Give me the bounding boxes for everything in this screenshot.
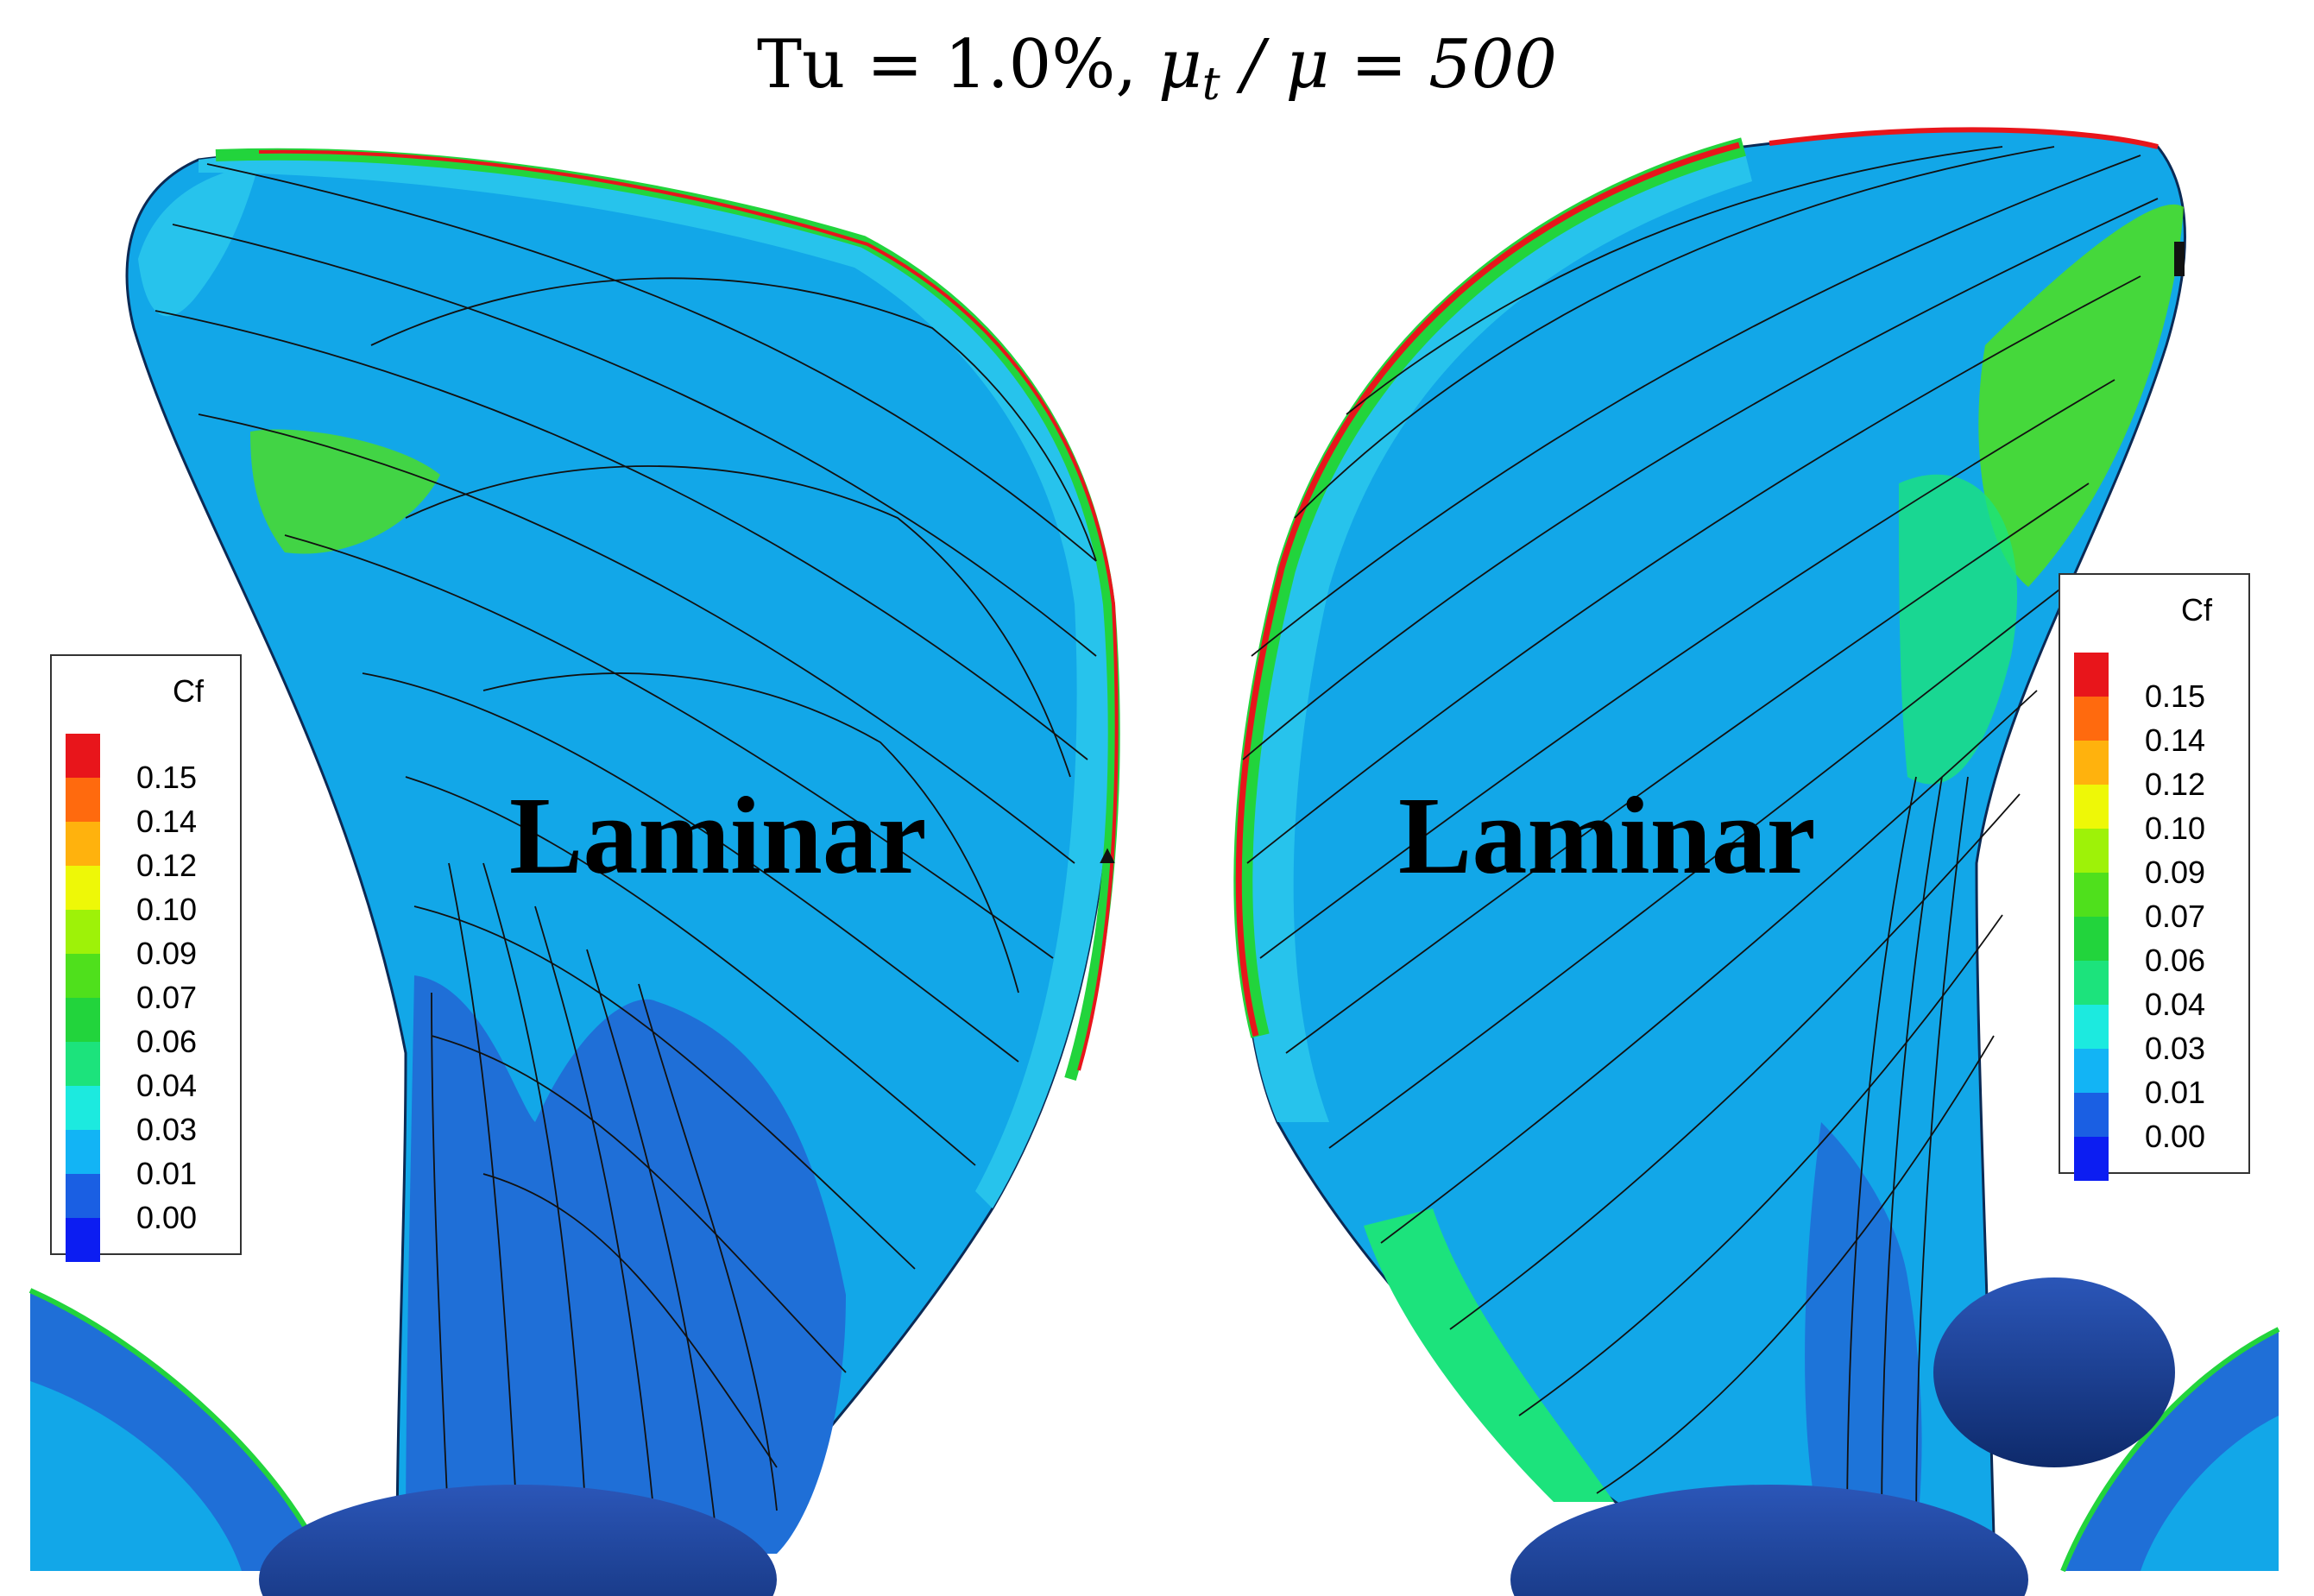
legend-swatch — [2074, 1005, 2109, 1049]
svg-text:▲: ▲ — [1094, 841, 1120, 869]
title-lhs: Tu = 1.0%, — [757, 26, 1138, 104]
title-sub: t — [1201, 59, 1220, 110]
legend-swatch — [66, 998, 100, 1042]
legend-value: 0.09 — [2145, 855, 2206, 890]
legend-swatch — [66, 1174, 100, 1218]
left-laminar-label: Laminar — [509, 774, 927, 897]
left-blade: ▲ — [125, 148, 1120, 1555]
legend-swatch — [2074, 697, 2109, 741]
legend-title: Cf — [173, 673, 204, 709]
legend-value: 0.15 — [2145, 678, 2206, 714]
legend-value: 0.00 — [2145, 1119, 2206, 1154]
legend-swatch — [2074, 829, 2109, 873]
legend-swatch — [66, 1218, 100, 1262]
left-streamlines — [154, 163, 1097, 1537]
legend-value: 0.01 — [136, 1156, 198, 1191]
legend-swatch — [2074, 1093, 2109, 1137]
legend-swatch — [66, 954, 100, 998]
title-mu: μ — [1157, 26, 1202, 104]
hub-right — [1510, 1277, 2175, 1596]
right-laminar-label: Laminar — [1398, 774, 1816, 897]
hub-left — [259, 1485, 777, 1596]
legend-swatch — [2074, 873, 2109, 917]
legend-value: 0.04 — [136, 1068, 198, 1103]
legend-title: Cf — [2181, 592, 2212, 628]
legend-value: 0.03 — [2145, 1031, 2206, 1066]
legend-swatch — [66, 866, 100, 910]
legend-value: 0.12 — [2145, 766, 2206, 802]
legend-value: 0.07 — [136, 980, 198, 1015]
legend-swatch — [2074, 917, 2109, 961]
legend-swatch — [2074, 1049, 2109, 1093]
cf-legend-right: Cf 0.15 0.14 0.12 0.10 0.09 0.07 0.06 0.04 0.03 0… — [2059, 573, 2250, 1181]
background-blade-left — [28, 1288, 331, 1573]
background-blade-right — [2060, 1327, 2280, 1573]
legend-swatch — [2074, 741, 2109, 785]
legend-value: 0.06 — [2145, 943, 2206, 978]
cf-legend-left: Cf 0.15 0.14 0.12 0.10 0.09 0.07 0.06 0.04 0.03 0… — [50, 654, 242, 1262]
legend-value: 0.14 — [136, 804, 198, 839]
legend-swatch — [66, 1086, 100, 1130]
legend-swatch — [66, 778, 100, 822]
legend-swatch — [66, 822, 100, 866]
legend-value: 0.01 — [2145, 1075, 2206, 1110]
legend-value: 0.14 — [2145, 722, 2206, 758]
figure-title: Tu = 1.0%, μt / μ = 500 — [0, 26, 2314, 110]
legend-swatch — [66, 1042, 100, 1086]
legend-value: 0.12 — [136, 848, 198, 883]
legend-value: 0.06 — [136, 1024, 198, 1059]
legend-swatch — [66, 734, 100, 778]
legend-value: 0.03 — [136, 1112, 198, 1147]
legend-swatch — [66, 1130, 100, 1174]
legend-value: 0.10 — [136, 892, 198, 927]
legend-swatch — [2074, 961, 2109, 1005]
right-blade — [1233, 127, 2186, 1538]
legend-value: 0.07 — [2145, 899, 2206, 934]
legend-value: 0.04 — [2145, 987, 2206, 1022]
legend-value: 0.10 — [2145, 811, 2206, 846]
legend-swatch — [66, 910, 100, 954]
legend-swatch — [2074, 653, 2109, 697]
legend-value: 0.15 — [136, 760, 198, 795]
legend-value: 0.00 — [136, 1200, 198, 1235]
legend-swatch — [2074, 785, 2109, 829]
title-rest: / μ = 500 — [1241, 26, 1557, 104]
legend-swatch — [2074, 1137, 2109, 1181]
right-streamlines — [1242, 146, 2159, 1537]
legend-value: 0.09 — [136, 936, 198, 971]
